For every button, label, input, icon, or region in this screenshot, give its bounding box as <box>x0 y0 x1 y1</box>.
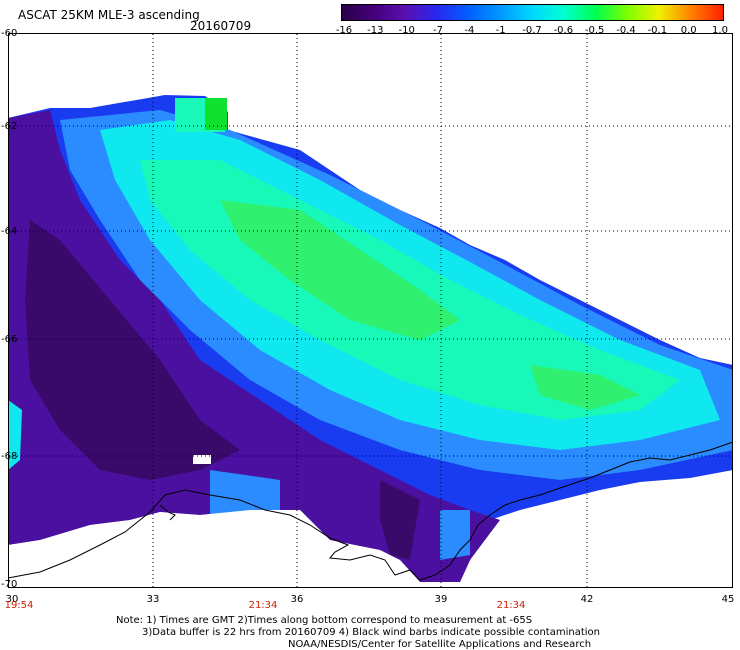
map-frame <box>8 33 733 588</box>
swath-region-deep-purple <box>380 480 420 560</box>
color-scale-bar <box>341 4 724 21</box>
chart-title: ASCAT 25KM MLE-3 ascending <box>18 8 200 22</box>
latitude-label: -64 <box>1 226 18 237</box>
time-label: 21:34 <box>496 600 526 611</box>
color-scale-tick-label: -10 <box>398 25 415 36</box>
no-data-region <box>8 510 420 582</box>
longitude-label: 39 <box>434 594 448 605</box>
swath-region-deep-purple <box>25 220 240 480</box>
color-scale-tick-label: -0.7 <box>522 25 542 36</box>
swath-region-bright-green <box>205 98 227 130</box>
longitude-label: 42 <box>580 594 594 605</box>
latitude-label: -66 <box>1 334 18 345</box>
color-scale-tick-label: -7 <box>433 25 443 36</box>
color-scale-tick-label: 1.0 <box>712 25 728 36</box>
longitude-label: 33 <box>146 594 160 605</box>
latitude-label: -60 <box>1 28 18 39</box>
footnote-line-1: Note: 1) Times are GMT 2)Times along bot… <box>116 615 533 626</box>
latitude-label: -68 <box>1 451 18 462</box>
coastline <box>159 504 176 521</box>
color-scale-tick-label: -4 <box>464 25 475 36</box>
color-scale-tick-label: 0.0 <box>680 25 697 36</box>
color-scale-tick-labels: -16 -13 -10 -7 -4 -1 -0.7 -0.6 -0.5 -0.4 -0.1 0.0 1.… <box>332 25 732 39</box>
swath-region-cyan <box>8 400 22 470</box>
color-scale-tick-label: -16 <box>335 25 353 36</box>
color-scale-tick-label: -0.5 <box>584 25 605 36</box>
swath-region-green <box>220 200 460 340</box>
color-scale-tick-label: -0.4 <box>616 25 636 36</box>
no-data-gap <box>193 455 211 464</box>
chart-date: 20160709 <box>190 19 252 33</box>
time-label: 19:54 <box>4 600 34 611</box>
color-scale-tick-label: -0.6 <box>553 25 574 36</box>
footnote-line-2: 3)Data buffer is 22 hrs from 20160709 4)… <box>142 627 600 638</box>
color-scale-tick-label: -0.1 <box>647 25 668 36</box>
footnote-line-3: NOAA/NESDIS/Center for Satellite Applica… <box>288 639 592 650</box>
color-scale-tick-label: -1 <box>495 25 506 36</box>
longitude-label: 36 <box>290 594 304 605</box>
latitude-label: -62 <box>1 121 18 132</box>
swath-region-green <box>530 365 640 410</box>
color-scale-tick-label: -13 <box>367 25 384 36</box>
longitude-label: 45 <box>721 594 735 605</box>
coastline <box>7 441 734 581</box>
latitude-label: -70 <box>1 579 18 590</box>
longitude-label: 30 <box>5 594 19 605</box>
swath-region-light-blue <box>210 470 280 515</box>
time-label: 21:34 <box>248 600 278 611</box>
